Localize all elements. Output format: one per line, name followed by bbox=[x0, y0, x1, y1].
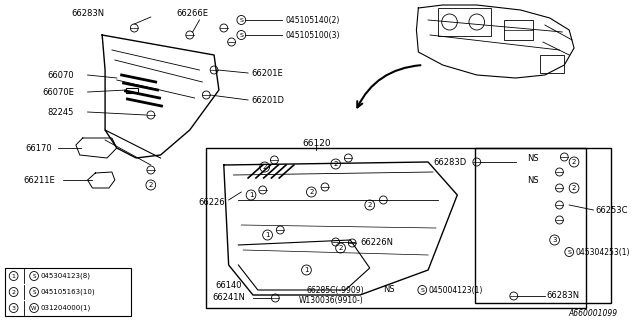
Text: 66226N: 66226N bbox=[360, 237, 393, 246]
Text: 66283N: 66283N bbox=[71, 9, 104, 18]
Text: 66201E: 66201E bbox=[251, 68, 283, 77]
Text: 66241N: 66241N bbox=[212, 293, 245, 302]
Text: 045105140(2): 045105140(2) bbox=[285, 15, 339, 25]
Text: 66140: 66140 bbox=[216, 281, 242, 290]
Text: NS: NS bbox=[383, 285, 395, 294]
Text: 66226: 66226 bbox=[199, 197, 225, 206]
Text: 66266E: 66266E bbox=[177, 9, 209, 18]
Text: 66170: 66170 bbox=[26, 143, 52, 153]
Text: 66120: 66120 bbox=[302, 139, 330, 148]
Text: 2: 2 bbox=[367, 202, 372, 208]
Text: 66201D: 66201D bbox=[251, 95, 284, 105]
Text: S: S bbox=[32, 274, 36, 278]
Text: 66283D: 66283D bbox=[434, 157, 467, 166]
Text: NS: NS bbox=[527, 175, 539, 185]
Text: W130036(9910-): W130036(9910-) bbox=[298, 295, 363, 305]
Text: 045004123(1): 045004123(1) bbox=[428, 285, 483, 294]
Bar bbox=[504, 20, 533, 40]
Bar bbox=[5, 268, 131, 316]
Text: 2: 2 bbox=[262, 164, 267, 170]
Text: 045105163(10): 045105163(10) bbox=[41, 289, 95, 295]
Text: S: S bbox=[567, 250, 571, 254]
Text: 66285C(-9909): 66285C(-9909) bbox=[307, 285, 365, 294]
Text: S: S bbox=[239, 33, 243, 37]
Text: 66070: 66070 bbox=[47, 70, 74, 79]
Text: 1: 1 bbox=[249, 192, 253, 198]
Text: 66211E: 66211E bbox=[23, 175, 55, 185]
Bar bbox=[127, 88, 138, 93]
Bar bbox=[206, 148, 586, 308]
Text: A660001099: A660001099 bbox=[569, 309, 618, 318]
Text: 045304123(8): 045304123(8) bbox=[41, 273, 91, 279]
Text: 1: 1 bbox=[266, 232, 270, 238]
Text: 031204000(1): 031204000(1) bbox=[41, 305, 91, 311]
Text: NS: NS bbox=[527, 154, 539, 163]
Text: 2: 2 bbox=[572, 185, 576, 191]
Text: 66253C: 66253C bbox=[595, 205, 628, 214]
Text: 66283N: 66283N bbox=[547, 292, 580, 300]
Text: S: S bbox=[32, 290, 36, 294]
Text: 2: 2 bbox=[309, 189, 314, 195]
Text: 2: 2 bbox=[333, 161, 338, 167]
Text: W: W bbox=[31, 306, 37, 310]
Text: 3: 3 bbox=[12, 306, 15, 310]
Text: 3: 3 bbox=[552, 237, 557, 243]
Text: 2: 2 bbox=[12, 290, 15, 294]
Text: S: S bbox=[239, 18, 243, 22]
Text: 2: 2 bbox=[572, 159, 576, 165]
Text: 82245: 82245 bbox=[47, 108, 74, 116]
Bar bbox=[540, 55, 564, 73]
Text: S: S bbox=[420, 287, 424, 292]
Text: 045105100(3): 045105100(3) bbox=[285, 30, 340, 39]
Bar bbox=[438, 8, 492, 36]
Text: 1: 1 bbox=[12, 274, 15, 278]
Text: 66070E: 66070E bbox=[42, 87, 74, 97]
Bar bbox=[475, 148, 611, 303]
Text: 2: 2 bbox=[339, 245, 343, 251]
Text: 2: 2 bbox=[148, 182, 153, 188]
Text: 1: 1 bbox=[304, 267, 308, 273]
Text: 045304253(1): 045304253(1) bbox=[576, 247, 630, 257]
